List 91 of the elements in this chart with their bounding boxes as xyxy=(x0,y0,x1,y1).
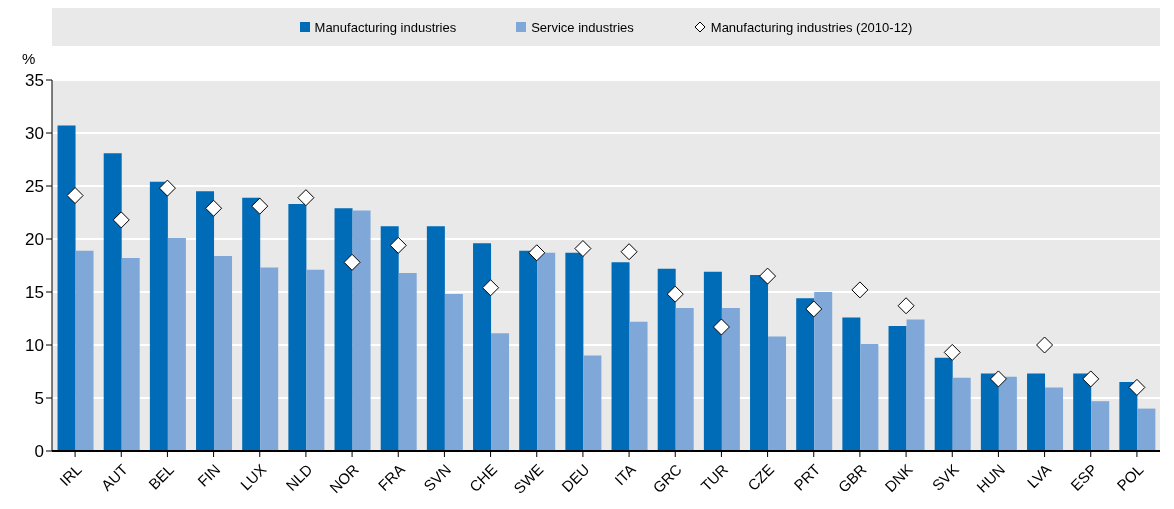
bar xyxy=(1137,408,1156,451)
point xyxy=(528,244,546,262)
bar xyxy=(306,269,325,451)
bar xyxy=(519,250,538,451)
point xyxy=(989,370,1007,388)
bar xyxy=(860,343,879,451)
bar xyxy=(1073,373,1092,451)
bar xyxy=(196,191,215,451)
point xyxy=(943,343,961,361)
bar xyxy=(768,336,787,451)
y-tick-label: 30 xyxy=(25,124,44,144)
bar xyxy=(565,252,584,451)
bar xyxy=(1119,382,1138,451)
bar xyxy=(814,292,833,451)
point xyxy=(666,285,684,303)
bar xyxy=(796,298,815,451)
legend-label: Service industries xyxy=(531,19,634,35)
point xyxy=(343,253,361,271)
bar xyxy=(260,267,279,451)
x-tick-label: FRA xyxy=(374,460,408,494)
point xyxy=(851,281,869,299)
bar xyxy=(491,333,510,451)
bar xyxy=(998,376,1017,451)
point xyxy=(158,179,176,197)
bar xyxy=(167,237,186,451)
bar xyxy=(398,272,417,451)
bar xyxy=(103,153,122,451)
point xyxy=(297,189,315,207)
x-tick-label: TUR xyxy=(697,460,732,495)
bar xyxy=(888,325,907,451)
y-tick-label: 5 xyxy=(34,389,44,409)
legend-label: Manufacturing industries (2010-12) xyxy=(710,19,913,35)
bar xyxy=(537,252,556,451)
bar xyxy=(675,307,694,451)
bar xyxy=(426,226,445,451)
x-tick-label: ITA xyxy=(610,460,639,489)
y-tick-label: 20 xyxy=(25,230,44,250)
y-tick-label: 10 xyxy=(25,336,44,356)
bar xyxy=(352,210,371,451)
bar xyxy=(149,181,168,451)
y-axis-title: % xyxy=(22,50,36,67)
bar xyxy=(934,357,953,451)
y-tick-label: 25 xyxy=(25,177,44,197)
point xyxy=(897,297,915,315)
point xyxy=(1082,370,1100,388)
x-tick-label: FIN xyxy=(194,460,224,490)
y-tick-label: 35 xyxy=(25,71,44,91)
bar xyxy=(473,243,492,451)
bar xyxy=(1045,387,1064,451)
point xyxy=(1036,336,1054,354)
point xyxy=(759,267,777,285)
bar xyxy=(57,125,76,451)
bar xyxy=(380,226,399,451)
point xyxy=(712,318,730,336)
bar xyxy=(288,204,307,451)
x-tick-label: LVA xyxy=(1023,460,1055,492)
point xyxy=(251,197,269,215)
bar xyxy=(583,355,602,451)
bar xyxy=(629,321,648,451)
bar xyxy=(1091,401,1110,451)
point xyxy=(620,243,638,261)
x-tick-label: POL xyxy=(1113,460,1147,494)
bar xyxy=(242,197,261,451)
y-tick-label: 15 xyxy=(25,283,44,303)
legend-label: Manufacturing industries xyxy=(314,19,457,35)
bar xyxy=(952,377,971,451)
point xyxy=(205,199,223,217)
y-tick-label: 0 xyxy=(34,442,44,462)
point xyxy=(66,187,84,205)
point xyxy=(574,240,592,258)
x-tick-label: IRL xyxy=(56,460,85,490)
bar xyxy=(611,262,630,451)
bar xyxy=(657,268,676,451)
bar xyxy=(980,373,999,451)
point xyxy=(1128,378,1146,396)
point xyxy=(112,211,130,229)
bar xyxy=(721,307,740,451)
point xyxy=(805,300,823,318)
x-tick-label: BEL xyxy=(144,460,178,493)
bar xyxy=(121,258,140,451)
point xyxy=(389,236,407,254)
bar xyxy=(1027,373,1046,451)
bar xyxy=(842,317,861,451)
bar xyxy=(214,255,233,451)
bar xyxy=(334,208,353,451)
point xyxy=(482,279,500,297)
bar xyxy=(444,294,463,451)
bar xyxy=(750,275,769,451)
bar xyxy=(75,250,94,451)
bar xyxy=(703,271,722,451)
bar xyxy=(906,319,925,451)
